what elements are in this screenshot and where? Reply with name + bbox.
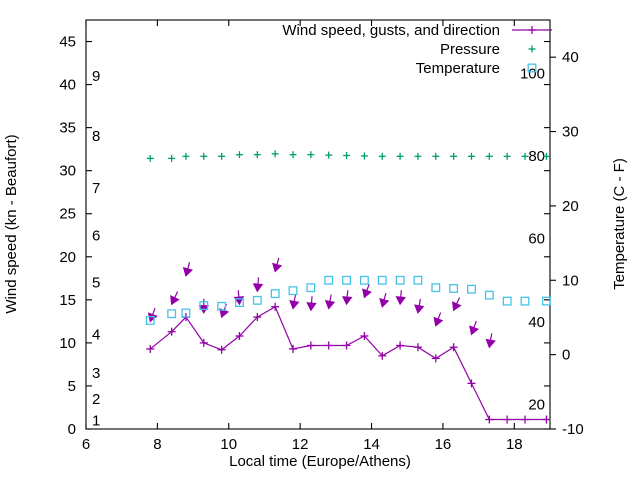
y2-tick-label: 10 [562, 272, 579, 289]
y-tick-label: 25 [59, 206, 76, 223]
beaufort-label: 7 [92, 180, 100, 197]
y2-tick-label: 0 [562, 347, 570, 364]
wind-speed-line [149, 305, 547, 421]
legend-label: Temperature [416, 60, 500, 77]
x-axis-title: Local time (Europe/Athens) [229, 453, 411, 470]
beaufort-label: 8 [92, 128, 100, 145]
fahrenheit-label: 60 [528, 231, 545, 248]
wind-direction-arrow-head [341, 296, 353, 306]
x-tick-label: 14 [363, 436, 380, 453]
y-axis-title: Wind speed (kn - Beaufort) [3, 134, 20, 313]
x-tick-label: 6 [82, 436, 90, 453]
temperature-point [502, 296, 512, 306]
wind-direction-arrow-head [395, 296, 406, 306]
temperature-point [324, 275, 334, 285]
temperature-point [252, 295, 262, 305]
x-tick-label: 18 [506, 436, 523, 453]
temperature-point [217, 301, 227, 311]
y-tick-label: 15 [59, 292, 76, 309]
temperature-point [306, 283, 316, 293]
fahrenheit-label: 80 [528, 148, 545, 165]
temperature-point [541, 296, 551, 306]
wind-direction-arrow-head [414, 304, 425, 314]
fahrenheit-label: 100 [520, 66, 545, 83]
beaufort-label: 2 [92, 391, 100, 408]
plot-frame [85, 19, 551, 430]
wind-direction-arrow-head [485, 338, 496, 349]
wind-direction-arrow-head [324, 300, 336, 310]
y2-tick-label: 40 [562, 49, 579, 66]
temperature-point [235, 298, 244, 308]
y-tick-label: 30 [59, 163, 76, 180]
x-tick-label: 8 [153, 436, 161, 453]
temperature-point [167, 309, 177, 319]
beaufort-label: 1 [92, 412, 100, 429]
wind-direction-arrow-head [379, 298, 390, 308]
beaufort-label: 9 [92, 68, 100, 85]
wind-direction-arrow-head [182, 267, 193, 277]
y-tick-label: 40 [59, 77, 76, 94]
wind-direction-arrow-head [362, 288, 372, 299]
beaufort-label: 6 [92, 227, 100, 244]
x-tick-label: 12 [292, 436, 309, 453]
y-tick-label: 10 [59, 335, 76, 352]
wind-direction-arrow-head [289, 300, 300, 310]
temperature-point [199, 301, 209, 311]
y-tick-label: 20 [59, 249, 76, 266]
y-tick-label: 5 [68, 378, 76, 395]
temperature-point [377, 275, 387, 285]
temperature-point [520, 296, 530, 306]
y2-tick-label: 30 [562, 124, 579, 141]
y-tick-label: 45 [59, 34, 76, 51]
temperature-point [342, 275, 352, 285]
wind-direction-arrow-head [147, 312, 158, 323]
temperature-point [413, 275, 423, 285]
beaufort-label: 3 [92, 365, 100, 382]
wind-direction-arrow-head [433, 316, 444, 327]
wind-direction-arrow-head [452, 301, 462, 312]
x-tick-label: 10 [220, 436, 237, 453]
temperature-point [181, 308, 191, 318]
temperature-point [288, 286, 298, 296]
temperature-point [359, 275, 369, 285]
temperature-point [395, 275, 405, 285]
legend-temperature-marker [527, 63, 537, 73]
legend-label: Wind speed, gusts, and direction [282, 22, 500, 39]
beaufort-label: 4 [92, 326, 100, 343]
y2-axis-title: Temperature (C - F) [611, 158, 628, 290]
y2-tick-label: 20 [562, 198, 579, 215]
wind-direction-arrow-head [272, 262, 283, 273]
temperature-point [145, 315, 155, 325]
temperature-point [484, 290, 494, 300]
y2-tick-label: -10 [562, 421, 584, 438]
temperature-point [449, 284, 459, 293]
beaufort-label: 5 [92, 275, 100, 292]
x-tick-label: 16 [435, 436, 452, 453]
wind-direction-arrow-head [306, 302, 317, 312]
wind-direction-arrow-head [170, 295, 180, 306]
y-tick-label: 0 [68, 421, 76, 438]
fahrenheit-label: 40 [528, 314, 545, 331]
legend-label: Pressure [440, 41, 500, 58]
temperature-point [467, 284, 476, 294]
wind-direction-arrow-head [469, 325, 480, 336]
fahrenheit-label: 20 [528, 396, 545, 413]
temperature-point [270, 289, 280, 299]
temperature-point [431, 283, 441, 293]
y-tick-label: 35 [59, 120, 76, 137]
wind-direction-arrow-head [252, 283, 264, 293]
